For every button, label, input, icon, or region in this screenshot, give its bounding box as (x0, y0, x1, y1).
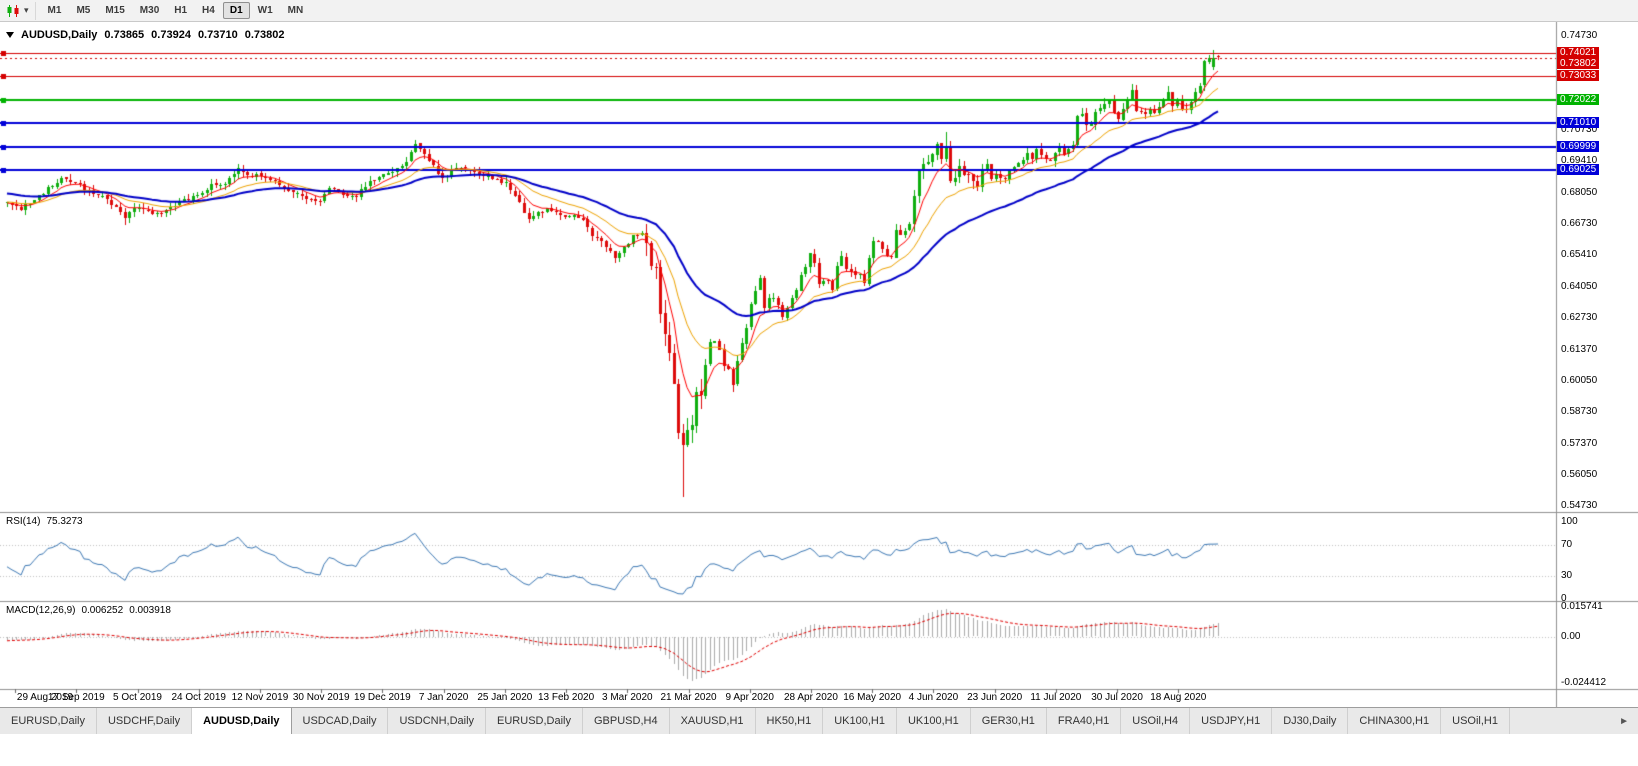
chart-title: AUDUSD,Daily 0.73865 0.73924 0.73710 0.7… (6, 29, 284, 41)
rsi-value: 75.3273 (46, 516, 83, 527)
period-button-d1[interactable]: D1 (222, 2, 250, 19)
rsi-indicator-label: RSI(14) 75.3273 (6, 516, 83, 527)
chart-tab-bar: EURUSD,Daily USDCHF,Daily AUDUSD,Daily USDC… (0, 707, 1638, 734)
ohlc-low: 0.73710 (197, 29, 238, 41)
period-button-m15[interactable]: M15 (105, 5, 125, 16)
rsi-name: RSI(14) (6, 516, 41, 527)
chevron-down-icon: ▾ (24, 5, 29, 15)
chart-tab-xauusd-h1[interactable]: XAUUSD,H1 (670, 708, 756, 734)
timeframe-button-group: M1 M5 M15 M30 H1 H4 D1 W1 MN (41, 2, 312, 19)
period-button-m30[interactable]: M30 (139, 5, 160, 16)
collapse-triangle-icon[interactable] (6, 32, 14, 38)
chart-tab-gbpusd-h4[interactable]: GBPUSD,H4 (583, 708, 670, 734)
period-button-h4[interactable]: H4 (202, 5, 215, 16)
chart-tab-audusd-daily[interactable]: AUDUSD,Daily (192, 708, 292, 734)
chart-tab-eurusd-daily[interactable]: EURUSD,Daily (486, 708, 583, 734)
period-button-m1[interactable]: M1 (47, 5, 62, 16)
chart-tab-usdcad-daily[interactable]: USDCAD,Daily (292, 708, 389, 734)
ohlc-open: 0.73865 (104, 29, 145, 41)
ohlc-close: 0.73802 (244, 29, 285, 41)
chart-tab-usdchf-daily[interactable]: USDCHF,Daily (97, 708, 193, 734)
chart-tab-usdjpy-h1[interactable]: USDJPY,H1 (1190, 708, 1273, 734)
ohlc-high: 0.73924 (151, 29, 191, 41)
chart-tab-fra40-h1[interactable]: FRA40,H1 (1047, 708, 1122, 734)
macd-indicator-label: MACD(12,26,9) 0.006252 0.003918 (6, 605, 171, 616)
period-button-m5[interactable]: M5 (76, 5, 91, 16)
macd-value-main: 0.006252 (81, 605, 124, 616)
chart-tab-usoil-h1[interactable]: USOil,H1 (1441, 708, 1510, 734)
macd-value-signal: 0.003918 (129, 605, 171, 616)
period-button-mn[interactable]: MN (287, 5, 304, 16)
period-button-w1[interactable]: W1 (257, 5, 273, 16)
chart-type-button[interactable]: ▾ (4, 1, 36, 20)
chart-tab-uk100-h1[interactable]: UK100,H1 (897, 708, 971, 734)
tab-scroll-right-button[interactable]: ► (1619, 715, 1629, 727)
chart-tab-ger30-h1[interactable]: GER30,H1 (971, 708, 1047, 734)
chart-symbol-period: AUDUSD,Daily (21, 29, 98, 41)
chart-tab-uk100-h1[interactable]: UK100,H1 (823, 708, 897, 734)
chart-tab-china300-h1[interactable]: CHINA300,H1 (1348, 708, 1442, 734)
chart-area: AUDUSD,Daily 0.73865 0.73924 0.73710 0.7… (0, 22, 1638, 707)
candlestick-chart-icon (7, 4, 19, 17)
chart-tabs: EURUSD,Daily USDCHF,Daily AUDUSD,Daily USDC… (0, 708, 1510, 734)
chart-tab-eurusd-daily[interactable]: EURUSD,Daily (0, 708, 97, 734)
price-chart-canvas[interactable] (0, 22, 1638, 707)
chart-tab-hk50-h1[interactable]: HK50,H1 (756, 708, 824, 734)
period-button-h1[interactable]: H1 (174, 5, 188, 16)
chart-tab-usoil-h4[interactable]: USOil,H4 (1121, 708, 1191, 734)
toolbar: ▾ M1 M5 M15 M30 H1 H4 D1 W1 MN (0, 0, 1638, 22)
chart-tab-dj30-daily[interactable]: DJ30,Daily (1272, 708, 1349, 734)
macd-name: MACD(12,26,9) (6, 605, 76, 616)
chart-tab-usdcnh-daily[interactable]: USDCNH,Daily (388, 708, 487, 734)
